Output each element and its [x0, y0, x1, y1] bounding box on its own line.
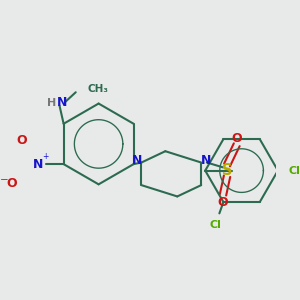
Text: −: − [0, 175, 8, 185]
Text: N: N [57, 96, 67, 109]
Text: CH₃: CH₃ [87, 84, 108, 94]
Text: Cl: Cl [209, 220, 221, 230]
Text: +: + [43, 152, 49, 160]
Text: O: O [7, 177, 17, 190]
Text: S: S [222, 163, 232, 178]
Text: H: H [47, 98, 56, 108]
Text: N: N [201, 154, 211, 167]
Text: N: N [131, 154, 142, 167]
Text: O: O [231, 132, 242, 145]
Text: Cl: Cl [288, 166, 300, 176]
Text: O: O [16, 134, 27, 147]
Text: O: O [218, 196, 228, 209]
Text: N: N [33, 158, 43, 171]
